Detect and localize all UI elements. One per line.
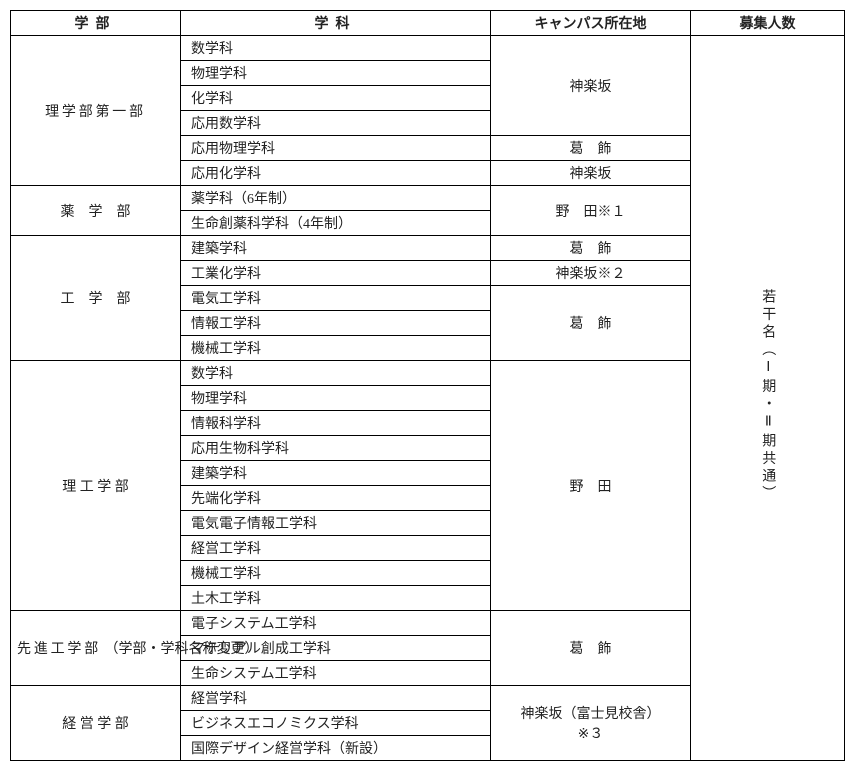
dept-cell: マテリアル創成工学科 [181, 636, 491, 661]
dept-cell: 経営学科 [181, 686, 491, 711]
dept-cell: 電気工学科 [181, 286, 491, 311]
campus-cell: 神楽坂 [491, 36, 691, 136]
dept-cell: 応用生物科学科 [181, 436, 491, 461]
dept-cell: 応用物理学科 [181, 136, 491, 161]
dept-cell: 生命システム工学科 [181, 661, 491, 686]
table-row: 理学部第一部 数学科 神楽坂 若干名（Ⅰ期・Ⅱ期共通） [11, 36, 845, 61]
dept-cell: 先端化学科 [181, 486, 491, 511]
dept-cell: 機械工学科 [181, 336, 491, 361]
dept-cell: 物理学科 [181, 386, 491, 411]
dept-cell: 応用数学科 [181, 111, 491, 136]
header-department: 学科 [181, 11, 491, 36]
faculty-cell-sci1: 理学部第一部 [11, 36, 181, 186]
faculty-departments-table: 学部 学科 キャンパス所在地 募集人数 理学部第一部 数学科 神楽坂 若干名（Ⅰ… [10, 10, 845, 761]
campus-note: ※３ [578, 727, 604, 742]
faculty-cell-pharm: 薬 学 部 [11, 186, 181, 236]
faculty-cell-mgmt: 経 営 学 部 [11, 686, 181, 761]
dept-cell: 土木工学科 [181, 586, 491, 611]
enrollment-cell: 若干名（Ⅰ期・Ⅱ期共通） [691, 36, 845, 761]
dept-cell: 経営工学科 [181, 536, 491, 561]
campus-text: 神楽坂（富士見校舎） [521, 707, 661, 722]
campus-cell: 葛 飾 [491, 286, 691, 361]
dept-cell: 応用化学科 [181, 161, 491, 186]
campus-cell: 葛 飾 [491, 136, 691, 161]
dept-cell: 数学科 [181, 361, 491, 386]
header-enrollment: 募集人数 [691, 11, 845, 36]
dept-cell: 化学科 [181, 86, 491, 111]
dept-cell: 建築学科 [181, 236, 491, 261]
dept-cell: 電気電子情報工学科 [181, 511, 491, 536]
dept-cell: 電子システム工学科 [181, 611, 491, 636]
dept-cell: 工業化学科 [181, 261, 491, 286]
dept-cell: 機械工学科 [181, 561, 491, 586]
campus-cell: 神楽坂 [491, 161, 691, 186]
campus-cell: 野 田※１ [491, 186, 691, 236]
header-campus: キャンパス所在地 [491, 11, 691, 36]
dept-cell: 国際デザイン経営学科（新設） [181, 736, 491, 761]
campus-cell: 野 田 [491, 361, 691, 611]
dept-cell: 建築学科 [181, 461, 491, 486]
dept-cell: 生命創薬科学科（4年制） [181, 211, 491, 236]
campus-cell: 葛 飾 [491, 236, 691, 261]
faculty-cell-eng: 工 学 部 [11, 236, 181, 361]
dept-cell: 情報工学科 [181, 311, 491, 336]
dept-cell: 物理学科 [181, 61, 491, 86]
dept-cell: ビジネスエコノミクス学科 [181, 711, 491, 736]
dept-cell: 薬学科（6年制） [181, 186, 491, 211]
faculty-cell-adv: 先進工学部 （学部・学科名称変更） [11, 611, 181, 686]
dept-cell: 情報科学科 [181, 411, 491, 436]
faculty-cell-scitech: 理 工 学 部 [11, 361, 181, 611]
campus-cell: 神楽坂（富士見校舎） ※３ [491, 686, 691, 761]
dept-cell: 数学科 [181, 36, 491, 61]
campus-cell: 神楽坂※２ [491, 261, 691, 286]
header-faculty: 学部 [11, 11, 181, 36]
header-row: 学部 学科 キャンパス所在地 募集人数 [11, 11, 845, 36]
campus-cell: 葛 飾 [491, 611, 691, 686]
